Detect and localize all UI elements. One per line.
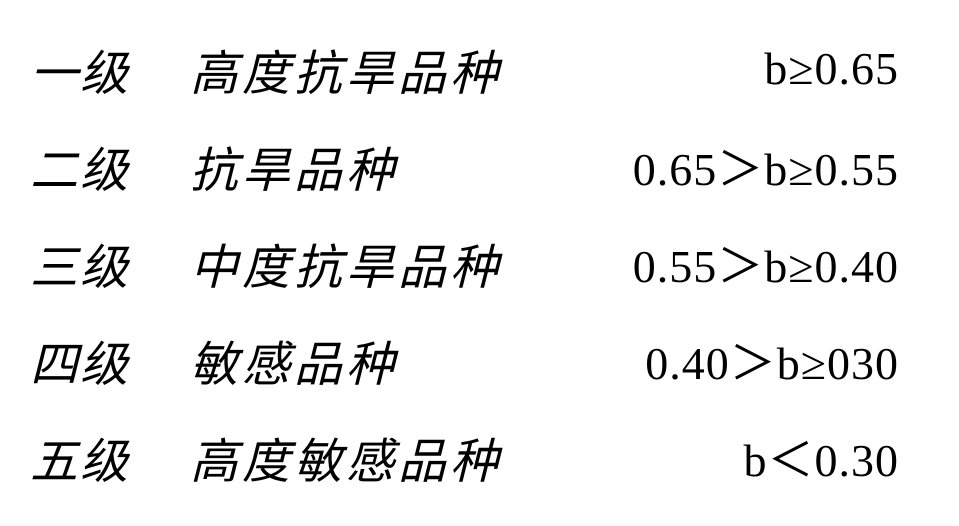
range-cell: 0.65＞b≥0.55 bbox=[560, 133, 929, 199]
description-cell: 敏感品种 bbox=[190, 325, 560, 395]
description-cell: 高度抗旱品种 bbox=[190, 34, 560, 104]
description-cell: 中度抗旱品种 bbox=[190, 228, 560, 298]
description-cell: 抗旱品种 bbox=[190, 131, 560, 201]
range-cell: b≥0.65 bbox=[560, 42, 929, 95]
description-cell: 高度敏感品种 bbox=[190, 422, 560, 492]
table-row: 三级 中度抗旱品种 0.55＞b≥0.40 bbox=[30, 214, 929, 311]
range-cell: b＜0.30 bbox=[560, 424, 929, 490]
table-row: 五级 高度敏感品种 b＜0.30 bbox=[30, 408, 929, 505]
table-row: 二级 抗旱品种 0.65＞b≥0.55 bbox=[30, 117, 929, 214]
range-cell: 0.55＞b≥0.40 bbox=[560, 230, 929, 296]
level-cell: 四级 bbox=[30, 325, 190, 395]
level-cell: 一级 bbox=[30, 34, 190, 104]
table-row: 一级 高度抗旱品种 b≥0.65 bbox=[30, 20, 929, 117]
level-cell: 二级 bbox=[30, 131, 190, 201]
level-cell: 五级 bbox=[30, 422, 190, 492]
table-row: 四级 敏感品种 0.40＞b≥030 bbox=[30, 311, 929, 408]
level-cell: 三级 bbox=[30, 228, 190, 298]
range-cell: 0.40＞b≥030 bbox=[560, 327, 929, 393]
